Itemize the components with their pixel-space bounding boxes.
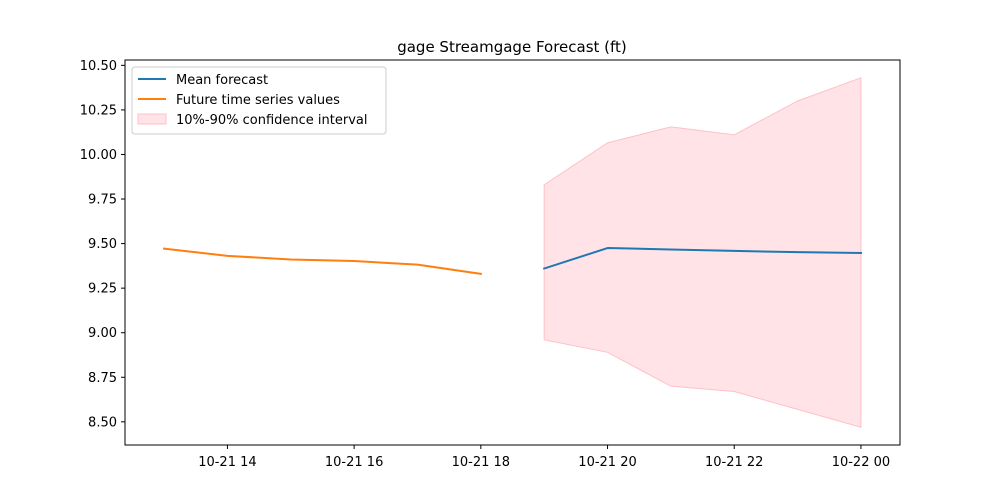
x-tick-label: 10-22 00 bbox=[832, 455, 890, 470]
plot-frame bbox=[124, 59, 901, 446]
y-tick-label: 9.00 bbox=[88, 326, 117, 341]
series-line-0 bbox=[542, 247, 862, 270]
x-axis: 10-21 14 10-21 16 10-21 18 10-21 20 10-21 22… bbox=[198, 445, 890, 470]
y-tick-label: 10.00 bbox=[80, 148, 117, 163]
band-layer bbox=[543, 77, 862, 428]
chart-title: gage Streamgage Forecast (ft) bbox=[397, 38, 627, 56]
y-tick-label: 8.75 bbox=[88, 371, 117, 386]
legend-label-mean-forecast: Mean forecast bbox=[176, 73, 268, 88]
x-tick-label: 10-21 22 bbox=[705, 455, 763, 470]
legend: Mean forecast Future time series values … bbox=[131, 66, 387, 135]
x-tick-label: 10-21 16 bbox=[325, 455, 383, 470]
y-tick-label: 9.25 bbox=[88, 282, 117, 297]
y-tick-label: 10.25 bbox=[80, 103, 117, 118]
legend-box bbox=[131, 66, 387, 135]
x-tick-label: 10-21 20 bbox=[578, 455, 636, 470]
legend-swatch-confidence-interval bbox=[137, 113, 167, 125]
y-tick-label: 8.50 bbox=[88, 415, 117, 430]
x-tick-label: 10-21 14 bbox=[198, 455, 256, 470]
y-axis: 8.50 8.75 9.00 9.25 9.50 9.75 10.00 10.25 10.50 bbox=[80, 59, 125, 430]
x-tick-label: 10-21 18 bbox=[452, 455, 510, 470]
confidence-band-0 bbox=[543, 77, 862, 428]
series-line-1 bbox=[162, 247, 482, 276]
y-tick-label: 9.50 bbox=[88, 237, 117, 252]
legend-label-future-values: Future time series values bbox=[176, 93, 340, 108]
y-tick-label: 9.75 bbox=[88, 193, 117, 208]
y-tick-label: 10.50 bbox=[80, 59, 117, 74]
legend-label-confidence-interval: 10%-90% confidence interval bbox=[176, 113, 367, 128]
series-layer bbox=[162, 247, 862, 276]
